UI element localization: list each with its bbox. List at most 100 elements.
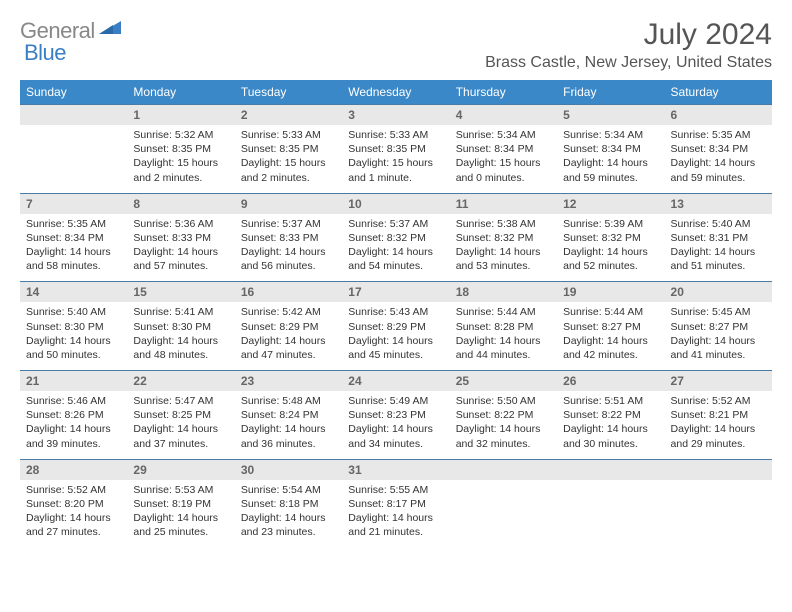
title-block: July 2024 Brass Castle, New Jersey, Unit… [485,18,772,72]
day-number: 17 [342,282,449,303]
daynum-row: 14151617181920 [20,282,772,303]
day-number: 14 [20,282,127,303]
sunset-text: Sunset: 8:35 PM [241,142,336,156]
day-cell: Sunrise: 5:42 AMSunset: 8:29 PMDaylight:… [235,302,342,370]
dayname-thu: Thursday [450,80,557,105]
daylight-text: Daylight: 14 hours and 21 minutes. [348,511,443,539]
daylight-text: Daylight: 14 hours and 47 minutes. [241,334,336,362]
sunset-text: Sunset: 8:30 PM [26,320,121,334]
sunset-text: Sunset: 8:27 PM [563,320,658,334]
day-cell: Sunrise: 5:35 AMSunset: 8:34 PMDaylight:… [665,125,772,193]
daylight-text: Daylight: 14 hours and 27 minutes. [26,511,121,539]
day-number: 19 [557,282,664,303]
sunset-text: Sunset: 8:23 PM [348,408,443,422]
sunrise-text: Sunrise: 5:33 AM [348,128,443,142]
day-cell: Sunrise: 5:52 AMSunset: 8:21 PMDaylight:… [665,391,772,459]
day-number: 6 [665,105,772,126]
header: General July 2024 Brass Castle, New Jers… [20,18,772,72]
sunset-text: Sunset: 8:17 PM [348,497,443,511]
sunset-text: Sunset: 8:20 PM [26,497,121,511]
sunrise-text: Sunrise: 5:46 AM [26,394,121,408]
daylight-text: Daylight: 15 hours and 1 minute. [348,156,443,184]
day-cell: Sunrise: 5:36 AMSunset: 8:33 PMDaylight:… [127,214,234,282]
day-number: 12 [557,193,664,214]
daylight-text: Daylight: 15 hours and 2 minutes. [133,156,228,184]
day-cell [665,480,772,548]
sunrise-text: Sunrise: 5:38 AM [456,217,551,231]
sunset-text: Sunset: 8:19 PM [133,497,228,511]
sunrise-text: Sunrise: 5:40 AM [671,217,766,231]
dayname-fri: Friday [557,80,664,105]
daylight-text: Daylight: 14 hours and 34 minutes. [348,422,443,450]
day-number: 26 [557,371,664,392]
day-cell: Sunrise: 5:41 AMSunset: 8:30 PMDaylight:… [127,302,234,370]
day-number: 28 [20,459,127,480]
day-number [665,459,772,480]
day-cell: Sunrise: 5:40 AMSunset: 8:31 PMDaylight:… [665,214,772,282]
day-number: 1 [127,105,234,126]
day-number: 21 [20,371,127,392]
day-number: 4 [450,105,557,126]
sunrise-text: Sunrise: 5:47 AM [133,394,228,408]
daylight-text: Daylight: 14 hours and 36 minutes. [241,422,336,450]
day-number: 18 [450,282,557,303]
day-cell: Sunrise: 5:32 AMSunset: 8:35 PMDaylight:… [127,125,234,193]
sunset-text: Sunset: 8:32 PM [456,231,551,245]
daylight-text: Daylight: 14 hours and 42 minutes. [563,334,658,362]
logo-triangle-icon [99,18,121,37]
sunset-text: Sunset: 8:27 PM [671,320,766,334]
day-number: 2 [235,105,342,126]
dayname-wed: Wednesday [342,80,449,105]
day-cell: Sunrise: 5:52 AMSunset: 8:20 PMDaylight:… [20,480,127,548]
daylight-text: Daylight: 14 hours and 53 minutes. [456,245,551,273]
sunset-text: Sunset: 8:34 PM [456,142,551,156]
daylight-text: Daylight: 14 hours and 52 minutes. [563,245,658,273]
sunrise-text: Sunrise: 5:55 AM [348,483,443,497]
sunrise-text: Sunrise: 5:51 AM [563,394,658,408]
daylight-text: Daylight: 14 hours and 54 minutes. [348,245,443,273]
day-cell: Sunrise: 5:34 AMSunset: 8:34 PMDaylight:… [450,125,557,193]
daylight-text: Daylight: 14 hours and 32 minutes. [456,422,551,450]
daylight-text: Daylight: 14 hours and 59 minutes. [563,156,658,184]
day-cell: Sunrise: 5:49 AMSunset: 8:23 PMDaylight:… [342,391,449,459]
day-cell: Sunrise: 5:50 AMSunset: 8:22 PMDaylight:… [450,391,557,459]
daylight-text: Daylight: 14 hours and 48 minutes. [133,334,228,362]
sunset-text: Sunset: 8:18 PM [241,497,336,511]
calendar-table: Sunday Monday Tuesday Wednesday Thursday… [20,80,772,547]
day-cell [450,480,557,548]
daylight-text: Daylight: 15 hours and 2 minutes. [241,156,336,184]
day-number: 13 [665,193,772,214]
day-cell: Sunrise: 5:35 AMSunset: 8:34 PMDaylight:… [20,214,127,282]
sunset-text: Sunset: 8:29 PM [348,320,443,334]
day-number: 8 [127,193,234,214]
sunrise-text: Sunrise: 5:45 AM [671,305,766,319]
sunset-text: Sunset: 8:24 PM [241,408,336,422]
sunrise-text: Sunrise: 5:36 AM [133,217,228,231]
daynum-row: 21222324252627 [20,371,772,392]
daylight-text: Daylight: 14 hours and 51 minutes. [671,245,766,273]
sunrise-text: Sunrise: 5:54 AM [241,483,336,497]
sunrise-text: Sunrise: 5:41 AM [133,305,228,319]
sunset-text: Sunset: 8:32 PM [348,231,443,245]
sunrise-text: Sunrise: 5:44 AM [563,305,658,319]
sunrise-text: Sunrise: 5:43 AM [348,305,443,319]
sunset-text: Sunset: 8:28 PM [456,320,551,334]
sunrise-text: Sunrise: 5:37 AM [348,217,443,231]
day-number: 3 [342,105,449,126]
day-number: 9 [235,193,342,214]
daylight-text: Daylight: 14 hours and 50 minutes. [26,334,121,362]
day-number: 16 [235,282,342,303]
sunset-text: Sunset: 8:30 PM [133,320,228,334]
day-cell: Sunrise: 5:43 AMSunset: 8:29 PMDaylight:… [342,302,449,370]
sunrise-text: Sunrise: 5:35 AM [671,128,766,142]
sunset-text: Sunset: 8:33 PM [133,231,228,245]
sunrise-text: Sunrise: 5:34 AM [456,128,551,142]
sunset-text: Sunset: 8:34 PM [671,142,766,156]
day-cell: Sunrise: 5:47 AMSunset: 8:25 PMDaylight:… [127,391,234,459]
daylight-text: Daylight: 14 hours and 45 minutes. [348,334,443,362]
sunset-text: Sunset: 8:32 PM [563,231,658,245]
content-row: Sunrise: 5:46 AMSunset: 8:26 PMDaylight:… [20,391,772,459]
dayname-row: Sunday Monday Tuesday Wednesday Thursday… [20,80,772,105]
content-row: Sunrise: 5:52 AMSunset: 8:20 PMDaylight:… [20,480,772,548]
daynum-row: 78910111213 [20,193,772,214]
